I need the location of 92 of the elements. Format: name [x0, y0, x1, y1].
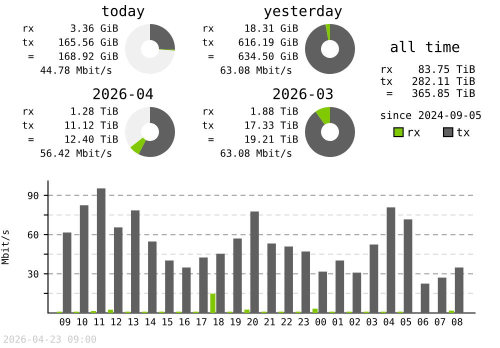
x-tick-label: 05 — [400, 318, 412, 326]
text: rx 3.36 GiB — [24, 24, 118, 32]
text: tx 165.56 GiB — [22, 38, 118, 46]
donut-slice — [150, 24, 175, 50]
x-tick-label: 02 — [350, 318, 360, 326]
bar — [352, 272, 362, 313]
donut-slice — [125, 107, 150, 148]
chart-title: today — [102, 4, 144, 20]
chart-title: 2026-04 — [93, 88, 154, 100]
x-tick-label: 00 — [316, 318, 326, 326]
bar — [318, 272, 328, 313]
donut-slice — [305, 24, 355, 74]
y-tick-label: 60 — [28, 231, 38, 238]
text: = 634.50 GiB — [208, 52, 298, 60]
x-tick-label: 11 — [94, 318, 104, 326]
bar — [96, 188, 106, 313]
x-tick-label: 19 — [230, 318, 241, 326]
text: rx 1.88 TiB — [204, 107, 298, 115]
text: tx 616.19 GiB — [202, 38, 298, 46]
chart-title: 2026-03 — [273, 88, 333, 100]
bar — [114, 227, 122, 313]
text: tx 11.12 TiB — [22, 121, 118, 129]
bar — [216, 254, 225, 313]
bar — [267, 243, 276, 313]
donut-slice — [125, 24, 175, 74]
bar — [210, 294, 216, 313]
bar — [420, 284, 430, 313]
text: tx 282.11 TiB — [380, 76, 475, 86]
bar — [182, 268, 191, 313]
x-tick-label: 23 — [298, 318, 309, 326]
x-tick-label: 15 — [162, 318, 172, 326]
donut-slice — [316, 107, 330, 125]
bar — [370, 244, 378, 313]
bar — [131, 210, 140, 313]
x-tick-label: 09 — [60, 318, 70, 326]
text: = 12.40 TiB — [28, 135, 118, 143]
y-tick-label: 90 — [28, 192, 38, 200]
bar — [62, 232, 72, 313]
text: 63.08 Mbit/s — [220, 149, 292, 158]
donut-slice — [325, 24, 330, 40]
x-tick-label: 18 — [214, 318, 224, 326]
x-tick-label: 12 — [112, 318, 122, 326]
legend-label: tx — [456, 128, 470, 136]
bar — [233, 238, 242, 313]
x-tick-label: 01 — [332, 318, 343, 326]
text: 44.78 Mbit/s — [40, 66, 112, 75]
bar — [438, 278, 446, 313]
bar — [404, 219, 412, 313]
x-tick-label: 06 — [418, 318, 428, 326]
x-tick-label: 08 — [452, 318, 462, 326]
legend-label: rx — [408, 130, 420, 136]
bar — [284, 246, 293, 313]
x-tick-label: 10 — [77, 318, 88, 326]
donut-slice — [130, 138, 146, 154]
donut-slice — [138, 107, 175, 157]
text: 63.08 Mbit/s — [220, 66, 292, 75]
bar — [108, 310, 114, 313]
x-tick-label: 16 — [180, 318, 190, 326]
text: 56.42 Mbit/s — [40, 149, 112, 158]
chart-title: yesterday — [264, 4, 342, 20]
bar — [386, 207, 396, 313]
x-tick-label: 13 — [128, 318, 138, 326]
text: since 2024-09-05 — [381, 110, 481, 120]
bar — [80, 205, 88, 313]
x-tick-label: 03 — [366, 318, 377, 326]
text: rx 18.31 GiB — [204, 24, 298, 32]
bar — [336, 260, 344, 313]
text: = 168.92 GiB — [28, 52, 118, 60]
text: = 365.85 TiB — [386, 88, 475, 98]
bar — [148, 242, 157, 313]
bar — [250, 211, 259, 313]
text: all time — [390, 40, 460, 52]
x-tick-label: 21 — [264, 318, 275, 326]
y-tick-label: 30 — [28, 270, 38, 278]
x-tick-label: 14 — [146, 318, 156, 326]
bar — [312, 308, 318, 313]
text: rx 83.75 TiB — [382, 64, 475, 74]
x-tick-label: 22 — [282, 318, 292, 326]
y-axis-title: Mbit/s — [1, 230, 10, 264]
x-tick-label: 17 — [196, 318, 207, 326]
text: = 19.21 TiB — [208, 135, 298, 143]
x-tick-label: 07 — [434, 318, 446, 326]
x-tick-label: 20 — [247, 318, 258, 326]
bar — [244, 310, 250, 313]
text: rx 1.28 TiB — [24, 107, 118, 115]
bar — [301, 251, 310, 313]
bar — [199, 257, 208, 313]
bar — [165, 260, 174, 313]
text: tx 17.33 TiB — [202, 121, 298, 129]
donut-slice — [305, 107, 355, 157]
x-tick-label: 04 — [384, 318, 394, 326]
bar — [454, 268, 464, 313]
